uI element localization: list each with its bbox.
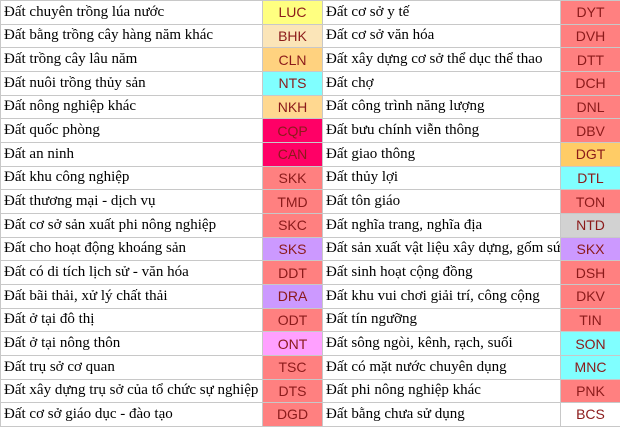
land-type-name: Đất cơ sở sản xuất phi nông nghiệp: [0, 212, 263, 238]
land-type-code: ONT: [262, 331, 323, 356]
land-type-code: SKS: [262, 236, 323, 262]
legend-row: Đất cho hoạt động khoáng sản SKS Đất sản x…: [0, 236, 620, 262]
land-type-name: Đất chuyên trồng lúa nước: [0, 0, 263, 25]
land-type-name: Đất phi nông nghiệp khác: [322, 378, 561, 404]
land-type-code: SON: [560, 331, 620, 356]
land-type-name: Đất chợ: [322, 70, 561, 96]
land-type-code: DTL: [560, 165, 620, 191]
land-type-code: TSC: [262, 354, 323, 380]
legend-row: Đất bằng trồng cây hàng năm khác BHK Đất c…: [0, 23, 620, 49]
legend-row: Đất quốc phòng CQP Đất bưu chính viễn thôn…: [0, 118, 620, 143]
land-type-name: Đất giao thông: [322, 141, 561, 167]
land-type-name: Đất bằng trồng cây hàng năm khác: [0, 23, 263, 49]
land-type-name: Đất thương mại - dịch vụ: [0, 189, 263, 214]
land-type-name: Đất tôn giáo: [322, 189, 561, 214]
land-type-name: Đất sản xuất vật liệu xây dựng, gốm sứ: [322, 236, 561, 262]
land-type-name: Đất trồng cây lâu năm: [0, 47, 263, 72]
land-type-code: NTD: [560, 212, 620, 238]
land-type-name: Đất xây dựng cơ sở thể dục thể thao: [322, 47, 561, 72]
land-type-name: Đất có mặt nước chuyên dụng: [322, 354, 561, 380]
legend-row: Đất ở tại đô thị ODT Đất tín ngưỡng TIN: [0, 307, 620, 333]
land-type-name: Đất bãi thải, xử lý chất thải: [0, 283, 263, 309]
land-type-code: CAN: [262, 141, 323, 167]
legend-row: Đất trụ sở cơ quan TSC Đất có mặt nước chu…: [0, 354, 620, 380]
legend-row: Đất trồng cây lâu năm CLN Đất xây dựng cơ …: [0, 47, 620, 72]
land-type-code: DGD: [262, 402, 323, 427]
land-type-code: SKX: [560, 236, 620, 262]
legend-row: Đất ở tại nông thôn ONT Đất sông ngòi, kên…: [0, 331, 620, 356]
land-type-code: DNL: [560, 94, 620, 120]
land-type-name: Đất khu công nghiệp: [0, 165, 263, 191]
land-type-code: DDT: [262, 260, 323, 285]
land-type-name: Đất thủy lợi: [322, 165, 561, 191]
land-type-name: Đất bằng chưa sử dụng: [322, 402, 561, 427]
land-type-name: Đất nghĩa trang, nghĩa địa: [322, 212, 561, 238]
land-type-name: Đất khu vui chơi giải trí, công cộng: [322, 283, 561, 309]
land-type-code: DSH: [560, 260, 620, 285]
legend-row: Đất nông nghiệp khác NKH Đất công trình nă…: [0, 94, 620, 120]
land-type-name: Đất cho hoạt động khoáng sản: [0, 236, 263, 262]
legend-row: Đất cơ sở giáo dục - đào tạo DGD Đất bằng …: [0, 402, 620, 427]
land-type-name: Đất sinh hoạt cộng đồng: [322, 260, 561, 285]
legend-row: Đất thương mại - dịch vụ TMD Đất tôn giáo T…: [0, 189, 620, 214]
land-type-code: NKH: [262, 94, 323, 120]
land-type-code: MNC: [560, 354, 620, 380]
legend-row: Đất khu công nghiệp SKK Đất thủy lợi DTL: [0, 165, 620, 191]
land-type-name: Đất trụ sở cơ quan: [0, 354, 263, 380]
land-type-code: DBV: [560, 118, 620, 143]
legend-row: Đất an ninh CAN Đất giao thông DGT: [0, 141, 620, 167]
land-type-code: SKK: [262, 165, 323, 191]
land-type-code: DTT: [560, 47, 620, 72]
legend-row: Đất chuyên trồng lúa nước LUC Đất cơ sở y …: [0, 0, 620, 25]
land-type-name: Đất bưu chính viễn thông: [322, 118, 561, 143]
land-type-code: DKV: [560, 283, 620, 309]
land-type-name: Đất công trình năng lượng: [322, 94, 561, 120]
land-type-name: Đất cơ sở y tế: [322, 0, 561, 25]
land-type-code: DYT: [560, 0, 620, 25]
land-type-code: TIN: [560, 307, 620, 333]
land-type-code: LUC: [262, 0, 323, 25]
legend-row: Đất xây dựng trụ sở của tổ chức sự nghiệ…: [0, 378, 620, 404]
land-type-code: DVH: [560, 23, 620, 49]
legend-row: Đất nuôi trồng thủy sản NTS Đất chợ DCH: [0, 70, 620, 96]
land-type-code: CLN: [262, 47, 323, 72]
land-type-code: DTS: [262, 378, 323, 404]
land-type-code: NTS: [262, 70, 323, 96]
land-type-code: TMD: [262, 189, 323, 214]
land-type-code: DCH: [560, 70, 620, 96]
land-type-code: BCS: [560, 402, 620, 427]
land-type-code: DRA: [262, 283, 323, 309]
land-type-name: Đất nuôi trồng thủy sản: [0, 70, 263, 96]
land-type-name: Đất tín ngưỡng: [322, 307, 561, 333]
land-type-code: TON: [560, 189, 620, 214]
land-type-name: Đất ở tại đô thị: [0, 307, 263, 333]
land-type-name: Đất ở tại nông thôn: [0, 331, 263, 356]
land-type-code: ODT: [262, 307, 323, 333]
land-type-name: Đất xây dựng trụ sở của tổ chức sự nghiệ…: [0, 378, 263, 404]
land-type-code: DGT: [560, 141, 620, 167]
land-type-code: SKC: [262, 212, 323, 238]
legend-row: Đất có di tích lịch sử - văn hóa DDT Đất s…: [0, 260, 620, 285]
legend-row: Đất cơ sở sản xuất phi nông nghiệp SKC Đất…: [0, 212, 620, 238]
legend-body: Đất chuyên trồng lúa nước LUC Đất cơ sở y …: [0, 0, 620, 427]
land-type-name: Đất an ninh: [0, 141, 263, 167]
land-type-name: Đất sông ngòi, kênh, rạch, suối: [322, 331, 561, 356]
land-type-code: PNK: [560, 378, 620, 404]
land-type-code: CQP: [262, 118, 323, 143]
land-type-name: Đất quốc phòng: [0, 118, 263, 143]
land-type-name: Đất cơ sở giáo dục - đào tạo: [0, 402, 263, 427]
land-type-name: Đất nông nghiệp khác: [0, 94, 263, 120]
land-type-name: Đất cơ sở văn hóa: [322, 23, 561, 49]
land-type-code: BHK: [262, 23, 323, 49]
legend-row: Đất bãi thải, xử lý chất thải DRA Đất khu …: [0, 283, 620, 309]
land-type-name: Đất có di tích lịch sử - văn hóa: [0, 260, 263, 285]
legend-table: Đất chuyên trồng lúa nước LUC Đất cơ sở y …: [0, 0, 620, 427]
